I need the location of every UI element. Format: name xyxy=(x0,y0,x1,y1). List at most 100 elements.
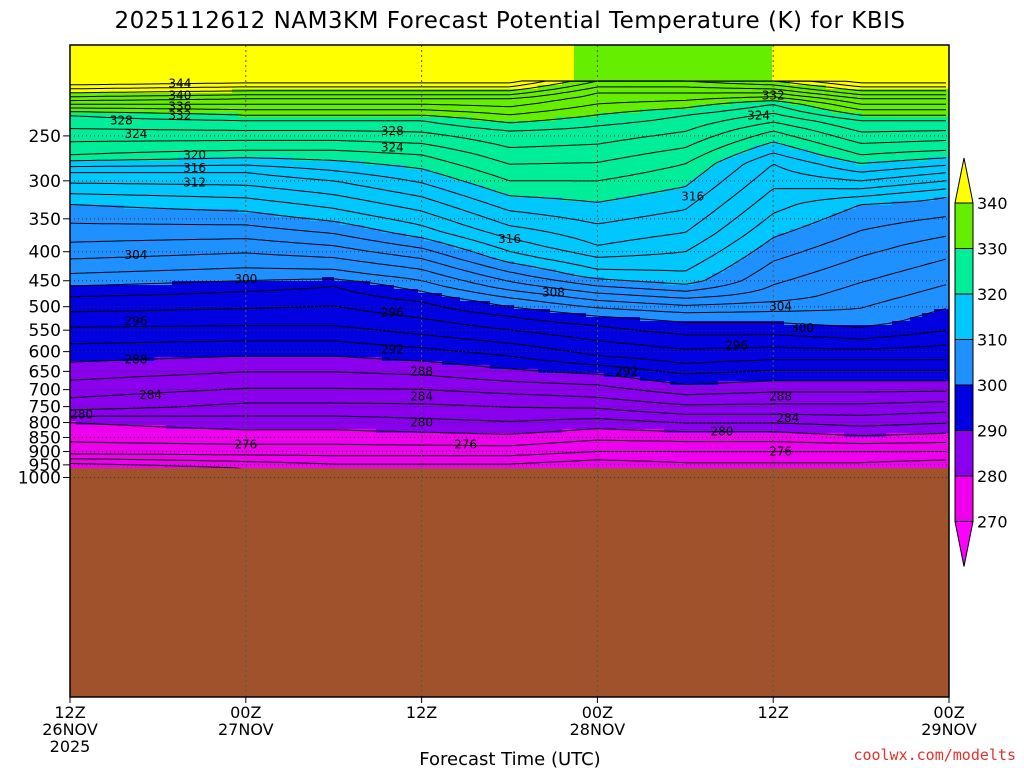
field-cell xyxy=(142,209,149,286)
field-cell xyxy=(910,45,917,90)
field-cell xyxy=(286,89,293,118)
field-cell xyxy=(130,361,137,426)
field-cell xyxy=(628,197,635,282)
x-tick-label: 2025 xyxy=(50,737,91,756)
field-cell xyxy=(88,205,95,286)
field-cell xyxy=(886,205,893,326)
field-cell xyxy=(844,45,851,90)
field-cell xyxy=(442,365,449,434)
field-cell xyxy=(394,361,401,434)
field-cell xyxy=(406,169,413,238)
field-cell xyxy=(454,181,461,250)
contour-label: 340 xyxy=(168,88,191,102)
field-cell xyxy=(316,89,323,118)
field-cell xyxy=(268,89,275,118)
field-cell xyxy=(382,117,389,166)
field-cell xyxy=(310,45,317,90)
y-tick-label: 700 xyxy=(29,381,61,401)
field-cell xyxy=(484,257,491,302)
field-cell xyxy=(748,381,755,434)
field-cell xyxy=(478,253,485,302)
field-cell xyxy=(796,149,803,230)
field-cell xyxy=(136,209,143,286)
field-cell xyxy=(220,45,227,94)
field-cell xyxy=(268,357,275,430)
field-cell xyxy=(724,45,731,106)
field-cell xyxy=(664,189,671,286)
field-cell xyxy=(688,385,695,434)
field-cell xyxy=(610,201,617,282)
field-cell xyxy=(814,325,821,382)
field-cell xyxy=(592,317,599,374)
contour-label: 304 xyxy=(769,300,792,314)
field-cell xyxy=(274,117,281,158)
field-cell xyxy=(256,281,263,358)
field-cell xyxy=(100,113,107,162)
field-cell xyxy=(82,285,89,362)
field-cell xyxy=(478,365,485,434)
field-cell xyxy=(538,45,545,86)
field-cell xyxy=(454,45,461,90)
field-cell xyxy=(694,321,701,386)
field-cell xyxy=(190,113,197,158)
field-cell xyxy=(106,285,113,362)
field-cell xyxy=(412,45,419,90)
field-cell xyxy=(244,45,251,90)
field-cell xyxy=(490,369,497,434)
field-cell xyxy=(766,101,773,146)
isentrope-line xyxy=(70,96,946,116)
chart-title: 2025112612 NAM3KM Forecast Potential Tem… xyxy=(114,8,905,34)
field-cell xyxy=(784,101,791,146)
field-cell xyxy=(208,281,215,358)
field-cell xyxy=(100,205,107,286)
field-cell xyxy=(400,117,407,166)
isentrope-line xyxy=(70,86,946,102)
field-cell xyxy=(700,105,707,174)
field-cell xyxy=(934,45,941,90)
field-cell xyxy=(214,209,221,282)
field-cell xyxy=(304,45,311,90)
field-cell xyxy=(550,45,557,86)
field-cell xyxy=(322,221,329,278)
field-cell xyxy=(586,317,593,374)
field-cell xyxy=(304,89,311,118)
field-cell xyxy=(148,113,155,162)
field-cell xyxy=(88,361,95,426)
field-cell xyxy=(316,221,323,282)
field-cell xyxy=(190,157,197,210)
field-cell xyxy=(418,45,425,90)
field-cell xyxy=(352,161,359,226)
field-cell xyxy=(526,121,533,198)
field-cell xyxy=(832,113,839,158)
field-cell xyxy=(460,301,467,366)
field-cell xyxy=(628,317,635,378)
field-cell xyxy=(496,261,503,306)
field-cell xyxy=(538,197,545,270)
field-cell xyxy=(514,121,521,198)
field-cell xyxy=(616,45,623,114)
isentrope-line xyxy=(70,163,947,246)
field-cell xyxy=(712,385,719,434)
field-cell xyxy=(508,305,515,370)
field-cell xyxy=(364,281,371,358)
field-cell xyxy=(466,89,473,118)
field-cell xyxy=(772,81,779,102)
field-cell xyxy=(748,45,755,102)
contour-label: 336 xyxy=(168,100,191,114)
field-cell xyxy=(820,221,827,326)
field-cell xyxy=(862,165,869,206)
field-cell xyxy=(844,161,851,210)
isentrope-line xyxy=(70,80,946,86)
field-cell xyxy=(238,117,245,158)
field-cell xyxy=(346,117,353,162)
field-cell xyxy=(76,361,83,426)
field-cell xyxy=(166,357,173,430)
field-cell xyxy=(796,45,803,86)
field-cell xyxy=(490,89,497,122)
contour-label: 304 xyxy=(124,248,147,262)
field-cell xyxy=(352,45,359,90)
field-cell xyxy=(328,89,335,118)
field-cell xyxy=(850,89,857,114)
field-cell xyxy=(898,117,905,162)
field-cell xyxy=(268,45,275,90)
